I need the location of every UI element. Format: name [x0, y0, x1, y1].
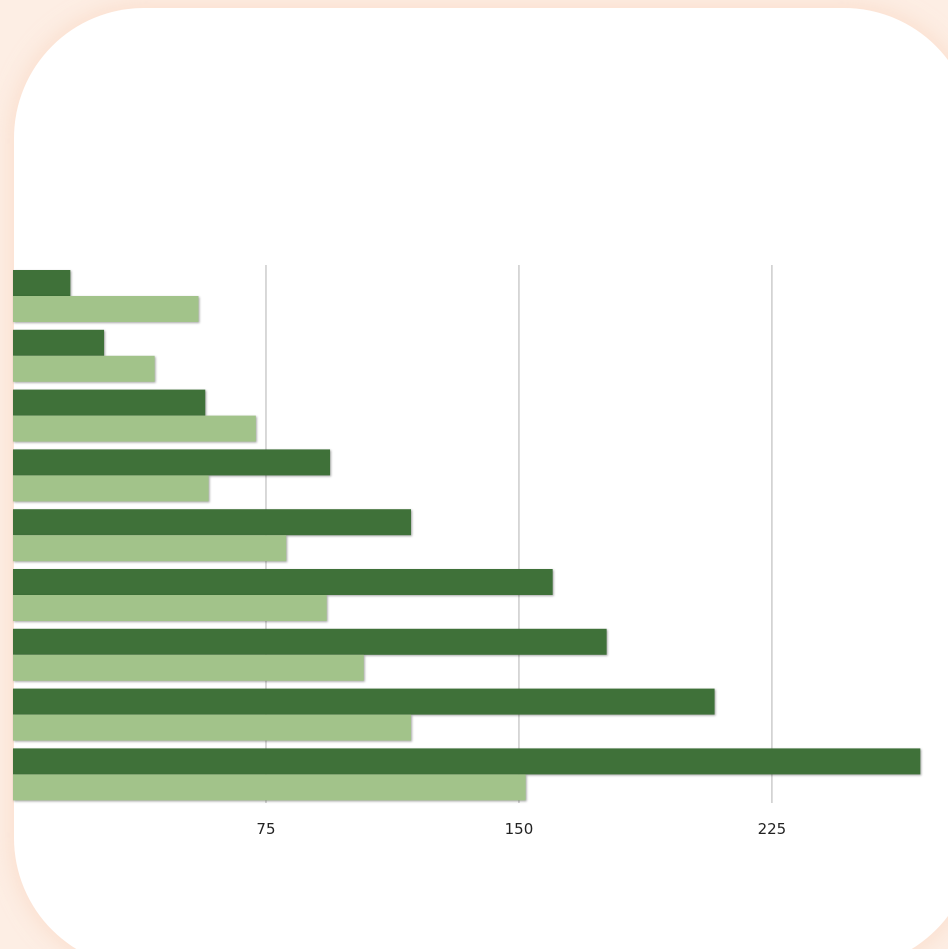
bar-dark-9 [13, 748, 921, 775]
x-tick-label: 150 [505, 820, 534, 838]
bar-dark-5 [13, 509, 412, 536]
bar-light-9 [13, 774, 526, 801]
bar-light-1 [13, 296, 199, 322]
bar-dark-2 [13, 329, 105, 356]
bar-light-8 [13, 714, 412, 741]
bar-dark-8 [13, 688, 715, 715]
bar-light-7 [13, 654, 364, 681]
bar-light-2 [13, 355, 155, 382]
x-tick-label: 75 [256, 820, 275, 838]
bar-dark-4 [13, 449, 331, 476]
bar-dark-7 [13, 628, 607, 655]
bar-light-3 [13, 415, 256, 442]
bar-dark-1 [13, 270, 71, 296]
x-tick-label: 225 [758, 820, 787, 838]
x-axis-ticks: 75 150 225 [256, 820, 786, 838]
bar-light-6 [13, 595, 327, 621]
bar-dark-6 [13, 569, 553, 595]
bar-light-5 [13, 535, 287, 562]
bar-dark-3 [13, 389, 206, 416]
bars [13, 270, 921, 801]
bar-light-4 [13, 475, 209, 502]
